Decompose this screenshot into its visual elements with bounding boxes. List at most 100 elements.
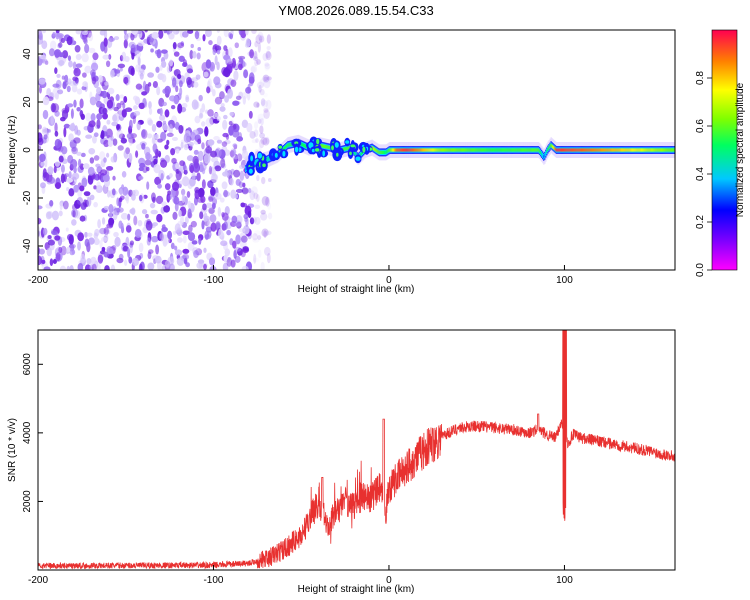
ridge-core [606,148,608,152]
noise-speckle [164,183,171,191]
noise-speckle [138,242,144,253]
noise-speckle [81,205,85,210]
noise-speckle [219,197,225,203]
noise-speckle [220,232,225,241]
ridge-blob-core [349,151,352,156]
noise-speckle [171,136,178,142]
noise-speckle [49,200,54,207]
noise-speckle [166,65,172,74]
noise-speckle [40,182,46,189]
noise-speckle [160,49,168,54]
noise-speckle [144,159,152,166]
noise-speckle [38,217,42,225]
snr-frame [37,329,676,571]
noise-speckle [154,255,162,264]
ridge-core [637,148,640,152]
ridge-core [640,148,643,152]
ridge-core [623,148,625,152]
noise-speckle [256,81,265,89]
noise-speckle [159,114,166,121]
ridge-core [527,148,529,152]
noise-speckle [119,94,125,99]
noise-speckle [247,92,251,101]
noise-speckle [167,230,173,240]
ridge-core [533,148,536,152]
noise-speckle [161,60,167,68]
ridge-core [255,160,258,164]
noise-speckle [120,100,125,106]
noise-speckle [134,228,142,238]
ridge-core [344,147,346,151]
ridge-core [481,148,484,152]
noise-speckle [38,32,44,41]
noise-speckle [67,103,74,108]
ridge-core [672,148,675,152]
noise-speckle [253,253,257,264]
noise-speckle [221,141,228,147]
ridge-core [625,148,627,152]
ridge-core [321,144,324,148]
ridge-core [645,148,647,152]
noise-speckle [265,136,270,145]
noise-speckle [119,67,123,72]
ridge-core [564,148,566,152]
noise-speckle [171,77,177,88]
noise-speckle [72,210,76,218]
ridge-core [578,148,581,152]
noise-speckle [132,115,136,125]
ridge-core [373,147,376,151]
noise-speckle [43,134,48,140]
ridge-core [471,148,474,152]
noise-speckle [148,101,152,110]
ridge-core [453,148,456,152]
noise-speckle [60,164,65,173]
noise-speckle [173,51,180,57]
noise-speckle [164,109,170,118]
noise-speckle [168,59,174,67]
noise-speckle [54,92,59,100]
ridge-core [448,148,450,152]
ridge-core [609,148,611,152]
noise-speckle [141,91,148,96]
ridge-core [444,148,446,152]
noise-speckle [66,186,70,192]
ridge-core [521,148,524,152]
noise-speckle [85,112,92,122]
noise-speckle [54,130,59,137]
noise-speckle [49,40,57,51]
spectrogram-x-ticks: -200 -100 0 100 [28,265,573,286]
ridge-core [600,148,603,152]
ridge-core [575,148,578,152]
ridge-core [488,148,490,152]
ridge-core [591,148,594,152]
noise-speckle [256,102,260,108]
ridge-core [660,148,663,152]
ridge-core [561,148,564,152]
ridge-core [379,150,382,154]
noise-speckle [247,210,252,219]
noise-speckle [87,232,93,237]
ridge-core [426,148,428,152]
noise-speckle [150,209,158,215]
noise-speckle [43,266,51,270]
noise-speckle [138,166,144,172]
noise-speckle [261,176,266,185]
noise-speckle [136,121,141,131]
ridge-core [598,148,601,152]
noise-speckle [187,182,193,190]
noise-speckle [203,71,209,78]
noise-speckle [123,95,128,103]
noise-speckle [210,150,218,158]
ridge-core [565,148,567,152]
noise-speckle [179,87,183,97]
ridge-core [601,148,604,152]
noise-speckle [234,42,239,49]
noise-speckle [177,42,185,49]
x-tick-label: 0 [386,575,392,586]
noise-speckle [132,95,139,101]
ridge-core [389,148,391,152]
noise-speckle [189,131,197,141]
ridge-core [468,148,470,152]
noise-speckle [261,195,269,206]
noise-speckle [200,195,206,203]
